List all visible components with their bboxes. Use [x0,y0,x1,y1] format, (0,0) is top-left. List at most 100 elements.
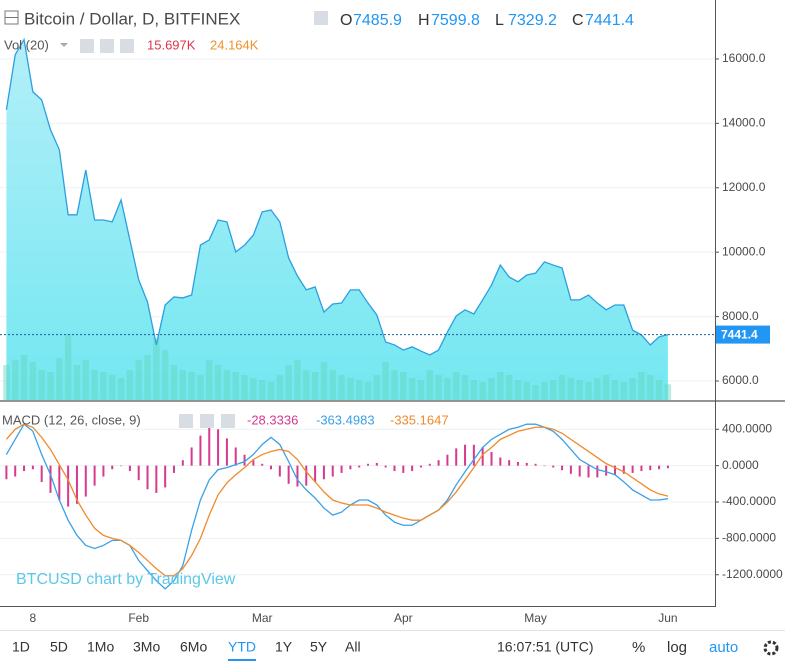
volume-bar [550,380,557,400]
signal-line [5,423,669,577]
visibility-icon[interactable] [314,11,328,25]
range-button[interactable]: 1Mo [87,639,114,655]
volume-bar [12,360,19,400]
macd-legend-name: MACD (12, 26, close, 9) [2,412,141,427]
histogram-bar [419,465,422,468]
range-button[interactable]: 1Y [275,639,293,655]
histogram-bar [261,463,264,466]
histogram-bar [287,465,290,484]
histogram-bar [322,465,325,480]
histogram-bar [146,465,149,490]
histogram-bar [172,465,175,473]
histogram-bar [331,465,334,477]
histogram-bar [640,465,643,472]
volume-bar [188,372,195,400]
volume-bar [56,358,63,400]
watermark: BTCUSD chart by TradingView [16,571,236,588]
histogram-bar [49,465,52,493]
eye-icon[interactable] [80,39,94,53]
y-tick-label: -800.0000 [722,531,776,545]
volume-bar [276,375,284,400]
volume-bar [391,370,398,400]
scale-option[interactable]: auto [709,639,738,656]
histogram-bar [367,463,370,466]
close-icon[interactable] [221,414,235,428]
volume-bar [488,378,495,400]
ohlc-value: 7599.8 [431,12,480,29]
last-price-label: 7441.4 [721,328,758,342]
range-button[interactable]: 3Mo [133,639,160,655]
histogram-bar [472,444,475,466]
histogram-bar [578,465,581,477]
volume-bar [541,382,548,400]
scale-option[interactable]: log [667,639,687,656]
range-button[interactable]: YTD [228,639,256,655]
volume-bar [311,372,319,400]
price-line [5,37,669,356]
volume-bar [197,375,204,400]
y-tick-label: 8000.0 [722,309,759,323]
volume-bar [29,362,37,400]
histogram-bar [525,462,528,466]
eye-icon[interactable] [179,414,193,428]
volume-bar [47,372,54,400]
y-tick-label: -1200.0000 [722,567,783,581]
histogram-bar [67,465,70,507]
histogram-bar [490,452,493,466]
close-icon[interactable] [120,39,134,53]
histogram-bar [199,435,202,466]
range-button[interactable]: 5D [50,639,68,655]
histogram-bar [481,447,484,466]
histogram-bar [314,465,317,482]
volume-bar [223,370,231,400]
volume-bar [638,372,645,400]
histogram-bar [296,465,299,487]
scale-option[interactable]: % [632,639,645,656]
volume-bar [400,372,407,400]
settings-gear[interactable] [763,640,779,656]
histogram-bar [516,462,519,466]
x-tick-label: Mar [252,611,273,625]
macd-legend-value: -28.3336 [247,412,298,427]
volume-bar [408,378,416,400]
volume-bar [364,382,372,400]
settings-icon[interactable] [200,414,214,428]
range-button[interactable]: All [345,639,361,655]
volume-bar [285,365,292,400]
x-tick-label: May [524,611,547,625]
histogram-bar [393,465,396,472]
histogram-bar [631,465,634,473]
volume-bar [161,350,169,400]
range-button[interactable]: 5Y [310,639,328,655]
histogram-bar [402,465,405,473]
volume-bar [602,375,610,400]
histogram-bar [75,465,78,504]
y-tick-label: 12000.0 [722,180,766,194]
histogram-bar [499,457,502,466]
price-area [6,39,668,400]
dropdown-arrow[interactable] [60,43,68,47]
volume-bar [620,382,627,400]
ohlc-value: 7485.9 [353,12,402,29]
volume-bar [126,370,134,400]
volume-bar [514,380,522,400]
ohlc-letter: L [495,12,504,29]
histogram-bar [340,465,343,473]
volume-bar [497,372,504,400]
range-button[interactable]: 6Mo [180,639,207,655]
y-tick-label: 16000.0 [722,51,766,65]
histogram-bar [270,465,272,470]
volume-bar [241,375,248,400]
volume-bar [320,362,328,400]
settings-icon[interactable] [100,39,114,53]
y-tick-label: 0.0000 [722,458,759,472]
macd-line [5,423,668,590]
histogram-bar [446,454,449,466]
histogram-bar [208,427,211,466]
volume-bar [523,382,530,400]
volume-bar [338,375,345,400]
volume-bar [91,370,98,400]
range-button[interactable]: 1D [12,639,30,655]
volume-bar [38,370,45,400]
y-tick-label: 10000.0 [722,244,766,258]
